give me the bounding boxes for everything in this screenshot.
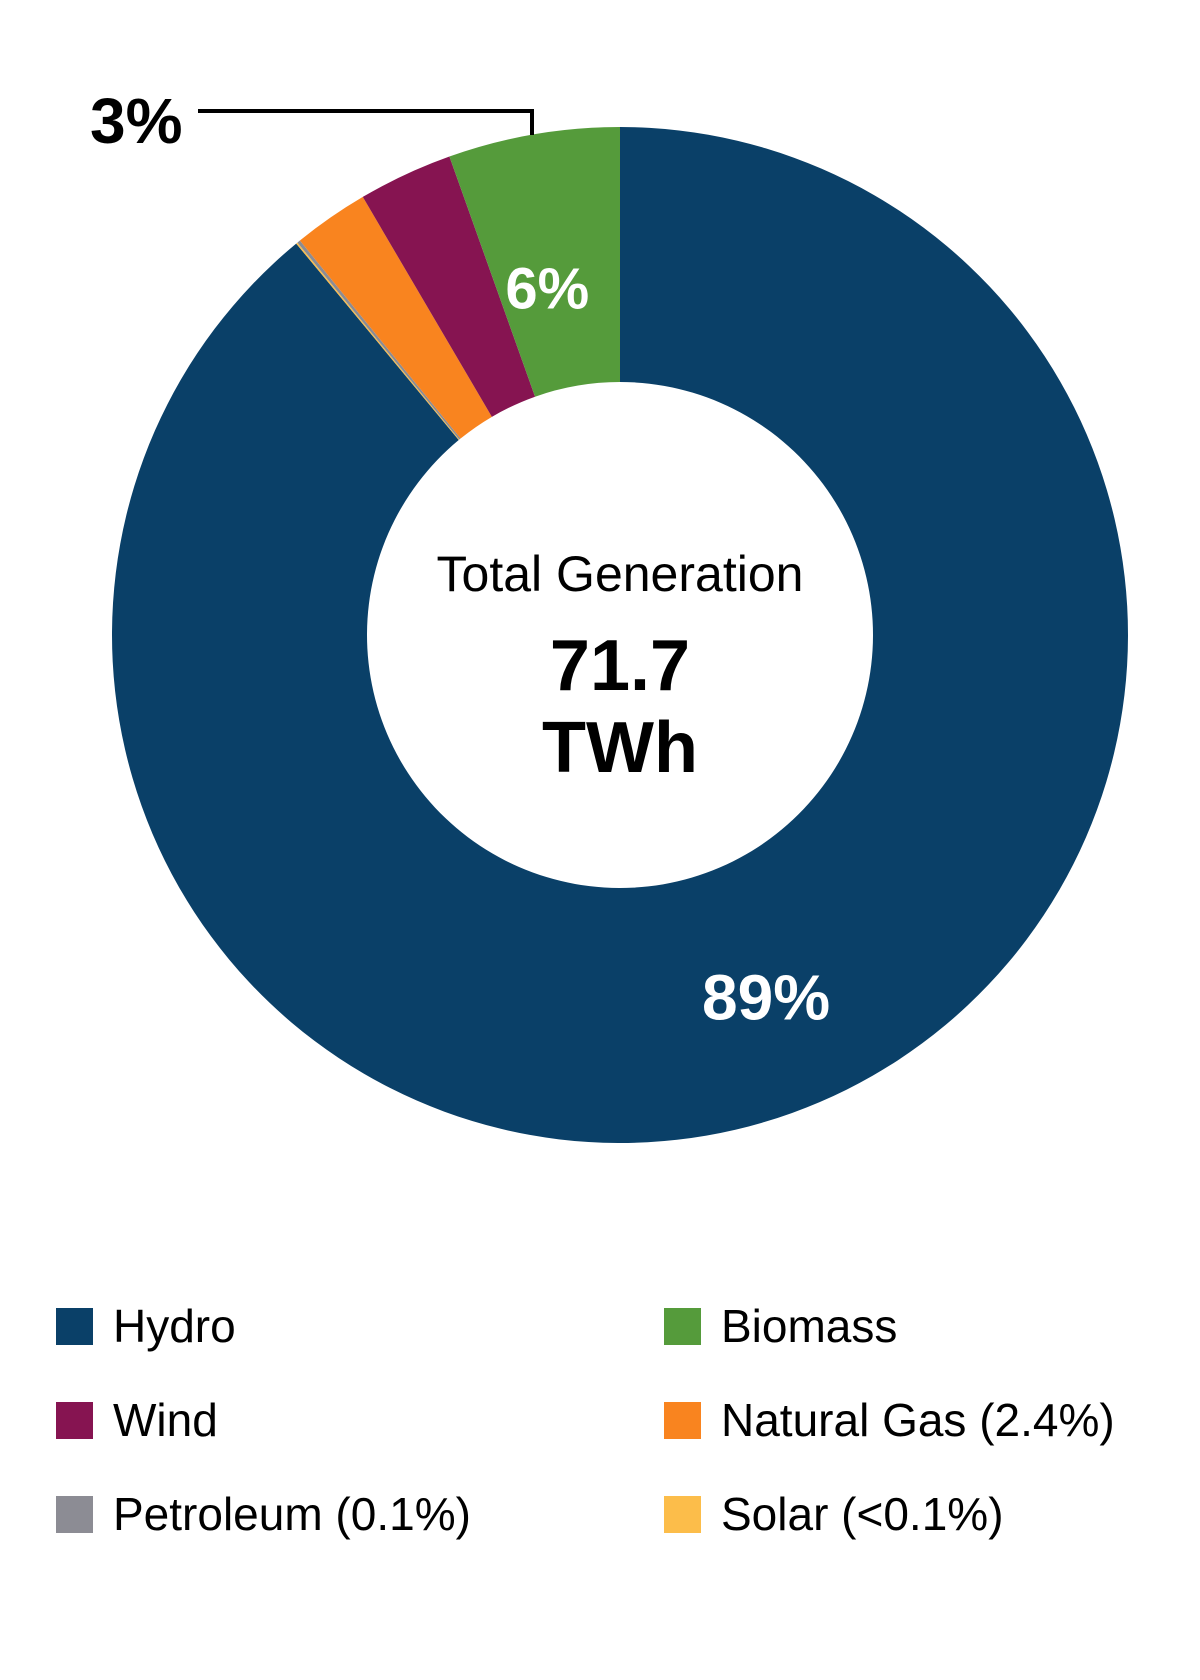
data-label-hydro: 89% bbox=[702, 962, 830, 1034]
donut-segments bbox=[111, 127, 1129, 1144]
legend-label: Natural Gas (2.4%) bbox=[721, 1394, 1115, 1446]
legend-item-hydro: Hydro bbox=[56, 1296, 236, 1356]
total-number: 71.7 bbox=[549, 626, 691, 706]
legend-item-biomass: Biomass bbox=[664, 1296, 897, 1356]
segment-wind bbox=[362, 156, 536, 417]
segment-natural-gas bbox=[299, 196, 492, 439]
legend-swatch-hydro bbox=[56, 1307, 93, 1345]
legend-swatch-petroleum bbox=[56, 1495, 93, 1533]
legend-label: Hydro bbox=[113, 1300, 236, 1352]
legend-item-wind: Wind bbox=[56, 1390, 218, 1450]
legend-label: Solar (<0.1%) bbox=[721, 1488, 1004, 1540]
legend-item-solar: Solar (<0.1%) bbox=[664, 1484, 1004, 1544]
center-total-value: 71.7 TWh bbox=[370, 625, 870, 789]
total-unit: TWh bbox=[542, 708, 698, 788]
legend-label: Biomass bbox=[721, 1300, 898, 1352]
data-labels: 89% 6% bbox=[505, 256, 830, 1033]
data-label-biomass: 6% bbox=[505, 256, 589, 321]
legend-swatch-natural-gas bbox=[664, 1401, 701, 1439]
legend-label: Petroleum (0.1%) bbox=[113, 1488, 471, 1540]
legend-item-petroleum: Petroleum (0.1%) bbox=[56, 1484, 471, 1544]
legend-swatch-wind bbox=[56, 1401, 93, 1439]
segment-hydro bbox=[111, 127, 1129, 1144]
callout-label-wind: 3% bbox=[90, 85, 183, 157]
segment-biomass bbox=[449, 127, 620, 397]
segment-petroleum bbox=[297, 240, 461, 440]
callout-leader-line bbox=[198, 109, 534, 135]
center-title: Total Generation bbox=[436, 546, 804, 602]
legend-label: Wind bbox=[113, 1394, 218, 1446]
legend-item-natural-gas: Natural Gas (2.4%) bbox=[664, 1390, 1115, 1450]
legend-swatch-biomass bbox=[664, 1307, 701, 1345]
segment-solar bbox=[296, 242, 460, 441]
donut-chart: 89% 6% 3% bbox=[90, 85, 1129, 1144]
legend-swatch-solar bbox=[664, 1495, 701, 1533]
